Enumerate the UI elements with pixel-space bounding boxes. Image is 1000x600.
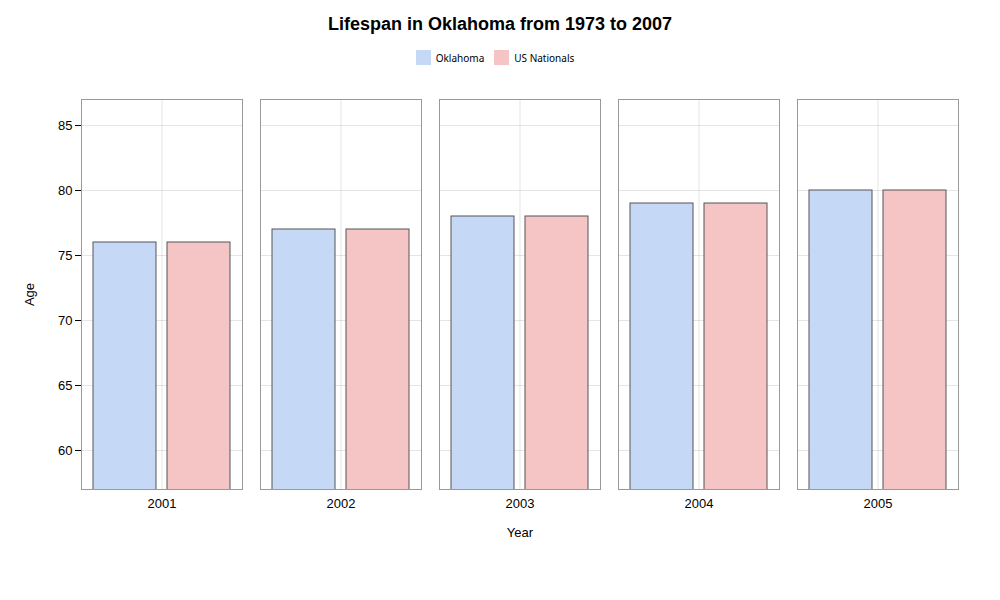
- svg-text:2005: 2005: [864, 496, 893, 511]
- svg-text:2002: 2002: [327, 496, 356, 511]
- svg-text:60: 60: [58, 443, 72, 458]
- svg-text:70: 70: [58, 313, 72, 328]
- svg-text:2003: 2003: [506, 496, 535, 511]
- svg-text:Age: Age: [22, 283, 37, 306]
- svg-text:80: 80: [58, 183, 72, 198]
- svg-text:2001: 2001: [148, 496, 177, 511]
- html-text:Lifespan in Oklahoma from 1973: Lifespan in Oklahoma from 1973 to 2007: [327, 14, 673, 34]
- svg-text:85: 85: [58, 118, 72, 133]
- html-text:US Nationals: US Nationals: [514, 50, 575, 65]
- svg-text:65: 65: [58, 378, 72, 393]
- svg-text:2004: 2004: [685, 496, 714, 511]
- svg-text:75: 75: [58, 248, 72, 263]
- html-text:Oklahoma: Oklahoma: [435, 50, 485, 65]
- svg-text:Year: Year: [507, 525, 534, 540]
